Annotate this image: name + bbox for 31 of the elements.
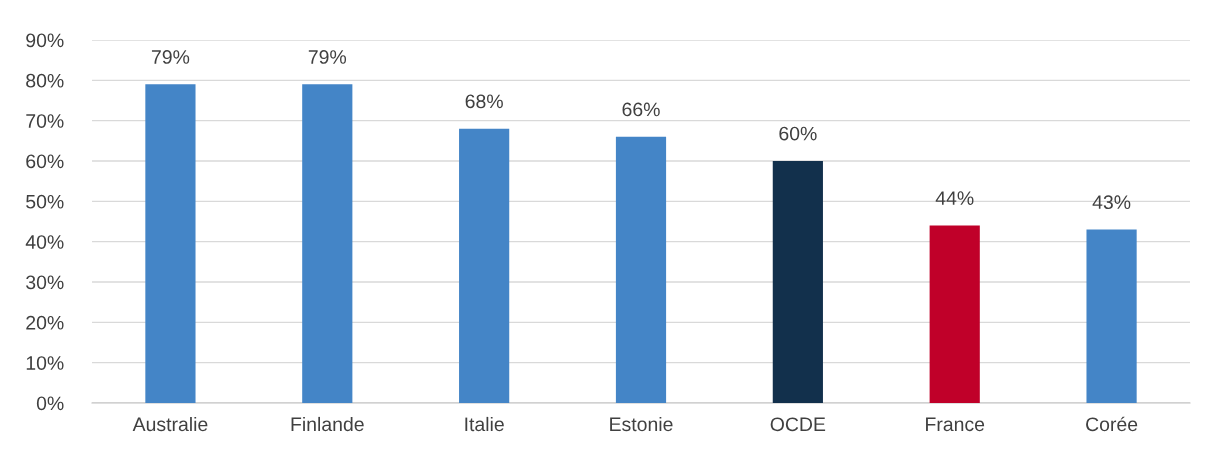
- y-tick-label: 50%: [26, 194, 64, 209]
- y-tick-label: 60%: [26, 154, 64, 169]
- x-tick-label: Italie: [465, 416, 504, 432]
- bar: [615, 136, 667, 403]
- data-label: 43%: [1092, 195, 1131, 210]
- bar: [459, 128, 510, 403]
- y-tick-label: 20%: [26, 315, 64, 330]
- y-tick-label: 40%: [25, 235, 64, 249]
- y-tick-label: 10%: [26, 356, 64, 370]
- bar: [145, 84, 196, 403]
- y-tick-label: 30%: [26, 275, 64, 290]
- y-tick-label: 0%: [36, 396, 64, 411]
- x-tick-label: Estonie: [610, 416, 673, 432]
- bar: [302, 84, 353, 403]
- x-tick-label: Australie: [132, 416, 208, 432]
- y-tick-label: 90%: [26, 33, 64, 48]
- x-tick-label: Finlande: [291, 416, 364, 432]
- bar: [1086, 229, 1137, 403]
- data-label: 60%: [779, 126, 817, 141]
- y-tick-label: 70%: [26, 114, 64, 128]
- data-label: 44%: [935, 191, 974, 205]
- y-tick-label: 80%: [26, 73, 64, 88]
- data-label: 79%: [151, 50, 190, 64]
- data-label: 68%: [465, 94, 503, 109]
- bar: [929, 225, 980, 403]
- data-label: 79%: [308, 50, 347, 64]
- data-label: 66%: [622, 102, 660, 117]
- bar: [772, 161, 823, 403]
- x-tick-label: Corée: [1086, 416, 1138, 432]
- x-tick-label: France: [926, 417, 985, 432]
- x-tick-label: OCDE: [770, 417, 826, 432]
